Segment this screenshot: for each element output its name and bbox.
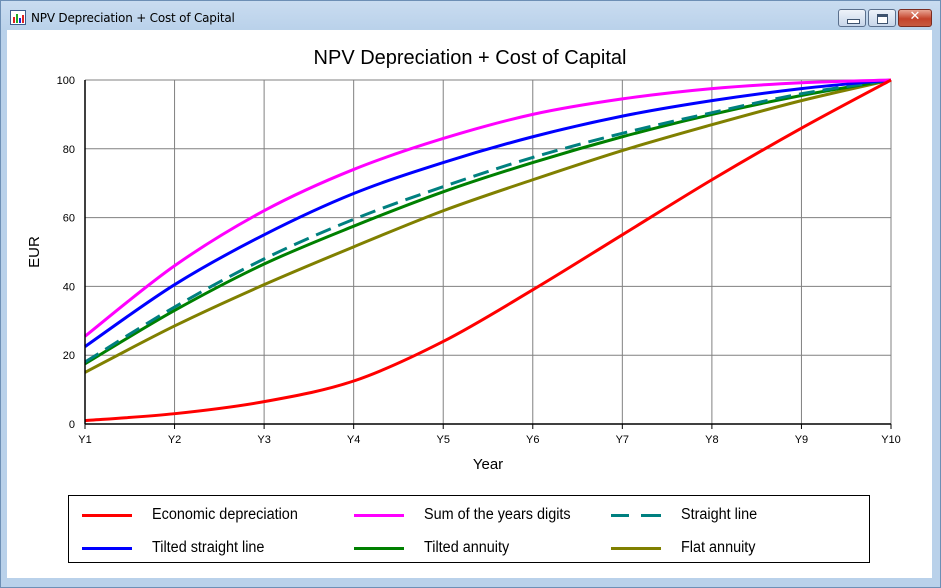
y-tick-label: 0: [69, 419, 75, 431]
x-tick-label: Y6: [526, 434, 539, 446]
legend-label: Sum of the years digits: [424, 506, 571, 523]
axes: Y1 Y2 Y3 Y4 Y5 Y6 Y7 Y8 Y9 Y10 0 20 40 60 80 100: [57, 75, 901, 446]
x-tick-label: Y9: [795, 434, 808, 446]
series-line-sum-of-the-years-digits: [84, 78, 892, 338]
x-tick-label: Y4: [347, 434, 360, 446]
y-tick-label: 40: [63, 281, 75, 293]
legend-swatch: [354, 547, 404, 550]
title-bar[interactable]: NPV Depreciation + Cost of Capital ✕: [1, 1, 940, 31]
y-tick-label: 60: [63, 213, 75, 225]
chart-title: NPV Depreciation + Cost of Capital: [314, 47, 627, 69]
minimize-button[interactable]: [838, 9, 866, 27]
legend-swatch: [82, 514, 132, 517]
minimize-icon: [847, 19, 860, 24]
legend-swatch: [611, 514, 661, 517]
x-tick-label: Y2: [168, 434, 181, 446]
legend-label: Tilted annuity: [424, 539, 510, 556]
x-axis-label: Year: [473, 456, 503, 473]
x-tick-label: Y8: [705, 434, 718, 446]
series-line-flat-annuity: [84, 78, 892, 374]
y-tick-label: 100: [57, 75, 75, 87]
x-tick-label: Y10: [881, 434, 901, 446]
x-tick-label: Y7: [616, 434, 629, 446]
legend-label: Flat annuity: [681, 539, 756, 556]
series-line-tilted-annuity: [84, 78, 892, 366]
series-lines: [84, 78, 892, 423]
maximize-button[interactable]: [868, 9, 896, 27]
y-tick-label: 20: [63, 350, 75, 362]
series-line-straight-line: [84, 78, 892, 364]
grid: [85, 79, 892, 424]
x-tick-label: Y1: [78, 434, 91, 446]
maximize-icon: [877, 14, 888, 24]
y-axis-label: EUR: [26, 236, 43, 268]
chart-legend: Economic depreciation Sum of the years di…: [68, 495, 870, 563]
chart-area: [7, 30, 932, 578]
legend-swatch: [82, 547, 132, 550]
legend-swatch: [611, 547, 661, 550]
bar-chart-app-icon[interactable]: [10, 10, 26, 25]
legend-swatch: [354, 514, 404, 517]
window-title: NPV Depreciation + Cost of Capital: [31, 11, 235, 25]
legend-label: Economic depreciation: [152, 506, 298, 523]
series-line-tilted-straight-line: [84, 78, 892, 348]
y-tick-label: 80: [63, 144, 75, 156]
close-button[interactable]: ✕: [898, 9, 932, 27]
x-tick-label: Y5: [436, 434, 449, 446]
legend-label: Straight line: [681, 506, 758, 523]
series-line-economic-depreciation: [84, 78, 892, 423]
x-tick-label: Y3: [257, 434, 270, 446]
close-icon: ✕: [909, 9, 921, 24]
legend-label: Tilted straight line: [152, 539, 265, 556]
